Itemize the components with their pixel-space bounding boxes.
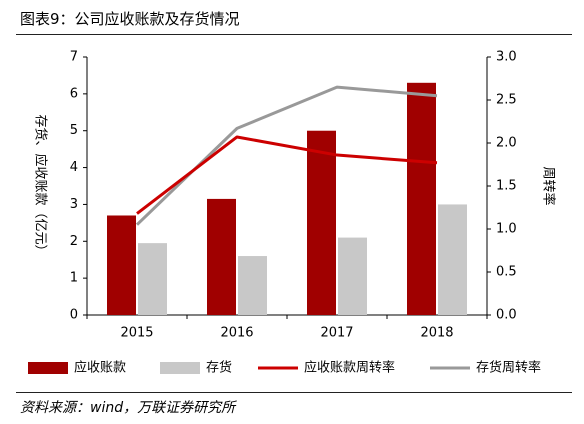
y-tick-label: 1 xyxy=(70,271,78,286)
bar-inventory xyxy=(238,256,267,315)
y2-tick-label: 1.5 xyxy=(496,179,517,194)
bar-inventory xyxy=(438,204,467,315)
legend-inventory-label: 存货 xyxy=(206,360,232,376)
x-tick-label: 2016 xyxy=(220,326,253,341)
y2-tick-label: 0.0 xyxy=(496,308,517,323)
bar-receivables xyxy=(207,198,236,315)
x-tick-label: 2015 xyxy=(120,326,153,341)
y2-tick-label: 1.0 xyxy=(496,222,517,237)
x-tick-label: 2018 xyxy=(420,326,453,341)
legend-receivables-turnover-label: 应收账款周转率 xyxy=(304,360,395,376)
source-divider xyxy=(16,392,572,393)
y-tick-label: 7 xyxy=(70,50,78,65)
bar-receivables xyxy=(307,130,336,315)
legend-receivables-label: 应收账款 xyxy=(74,360,126,376)
y-tick-label: 2 xyxy=(70,234,78,249)
y2-tick-label: 2.5 xyxy=(496,93,517,108)
source-note: 资料来源：wind，万联证券研究所 xyxy=(20,400,236,416)
y2-axis-label: 周转率 xyxy=(541,166,557,205)
line-inventory-turnover xyxy=(135,85,438,226)
y2-tick-label: 3.0 xyxy=(496,50,517,65)
y-axis-label: 存货、应收账款（亿元） xyxy=(33,114,49,257)
y-tick-label: 3 xyxy=(70,197,78,212)
y-tick-label: 5 xyxy=(70,123,78,138)
y-tick-label: 6 xyxy=(70,86,78,101)
bar-inventory xyxy=(138,243,167,315)
line-receivables-turnover xyxy=(136,135,438,215)
bar-inventory xyxy=(338,237,367,315)
legend-inventory-swatch xyxy=(160,362,200,374)
legend: 应收账款 存货 应收账款周转率 存货周转率 xyxy=(28,360,541,376)
x-tick-label: 2017 xyxy=(320,326,353,341)
y2-tick-label: 2.0 xyxy=(496,136,517,151)
legend-inventory-turnover-label: 存货周转率 xyxy=(476,360,541,376)
bars xyxy=(107,82,467,315)
figure-title: 图表9：公司应收账款及存货情况 xyxy=(20,10,240,28)
y2-tick-label: 0.5 xyxy=(496,265,517,280)
tick-labels: 0 1 2 3 4 5 6 7 0.0 0.5 1.0 1.5 2.0 2.5 3.0 2015 2016 201… xyxy=(70,50,517,341)
y-tick-label: 4 xyxy=(70,160,78,175)
y-tick-label: 0 xyxy=(70,308,78,323)
bar-receivables xyxy=(107,215,136,315)
bar-receivables xyxy=(407,82,436,315)
title-divider xyxy=(16,34,572,35)
legend-receivables-swatch xyxy=(28,362,68,374)
series-lines xyxy=(135,85,438,226)
